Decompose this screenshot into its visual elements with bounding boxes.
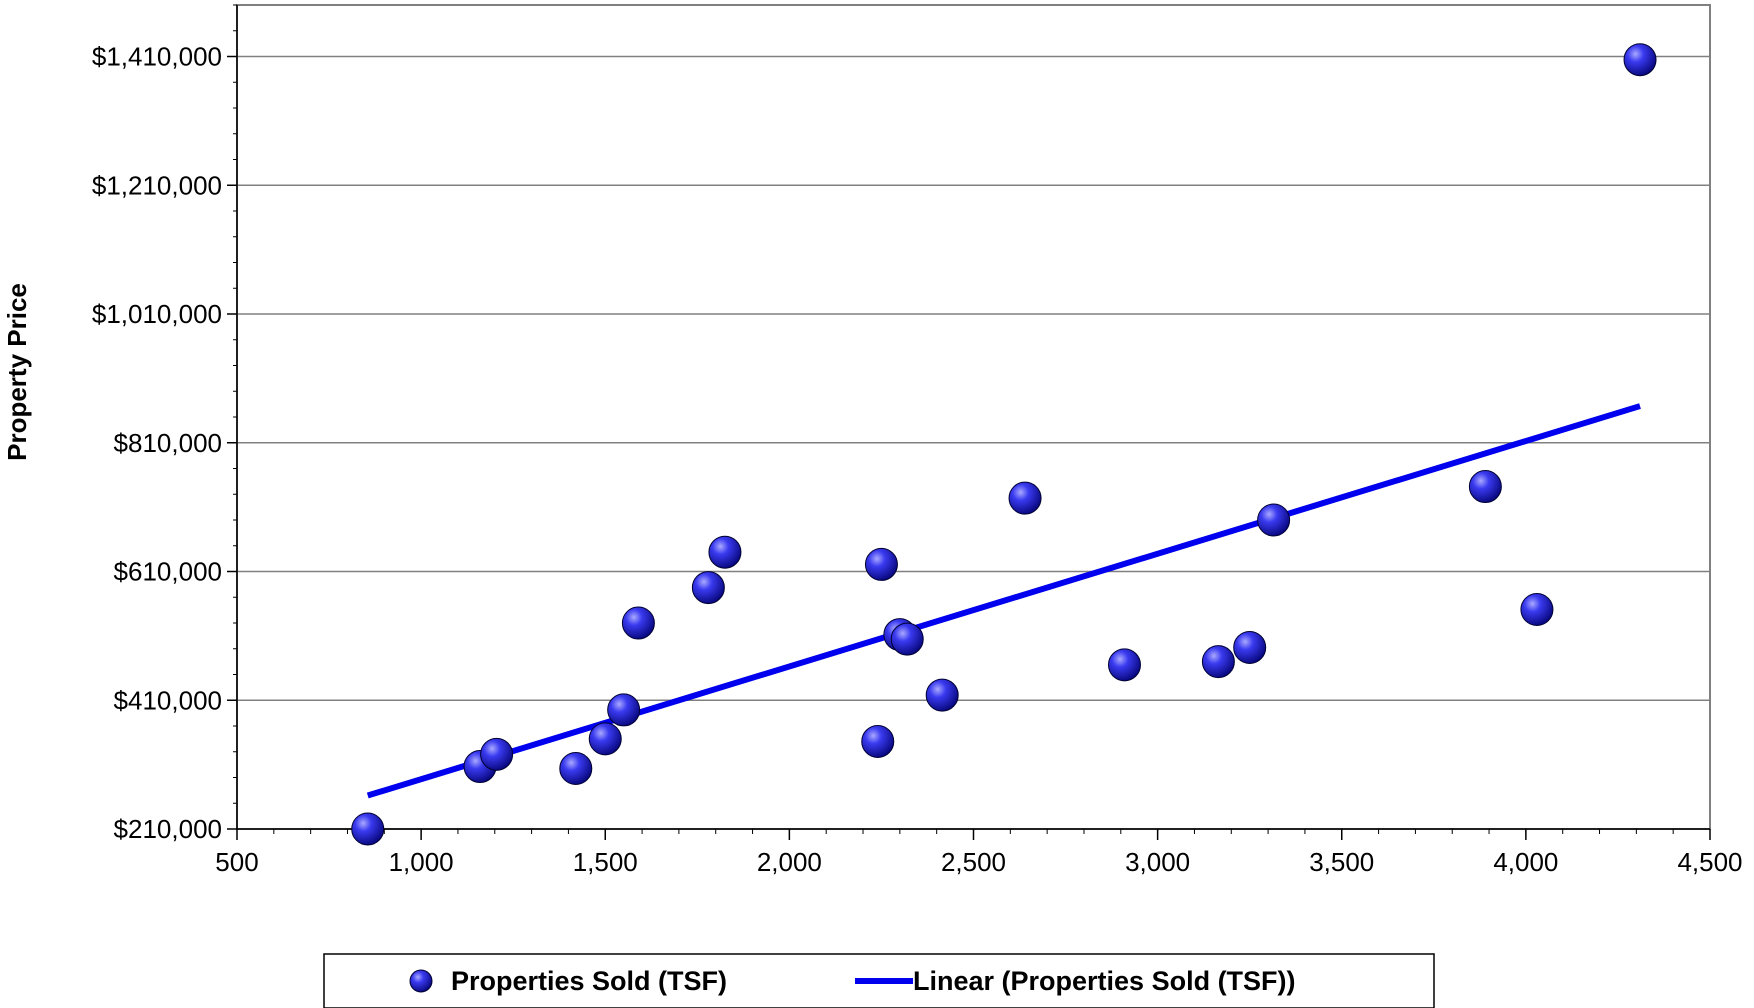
x-tick-label: 1,000: [389, 847, 454, 877]
data-point: [559, 751, 593, 785]
data-point: [1468, 470, 1502, 504]
plot-area: [236, 4, 1711, 830]
trendline: [366, 403, 1641, 799]
y-tick-label: $210,000: [114, 814, 222, 844]
x-axis: 500 1,000 1,500 2,000 2,500 3,000 3,500 4,000 4,…: [215, 828, 1743, 877]
data-point: [480, 737, 514, 771]
data-point: [708, 535, 742, 569]
data-point: [1233, 630, 1267, 664]
data-point: [1201, 645, 1235, 679]
x-tick-label: 500: [215, 847, 258, 877]
data-point: [1257, 503, 1291, 537]
data-point: [607, 693, 641, 727]
x-tick-label: 3,000: [1125, 847, 1190, 877]
legend-marker-scatter: [409, 969, 433, 993]
legend: Properties Sold (TSF) Linear (Properties…: [323, 953, 1435, 1008]
y-tick-label: $610,000: [114, 557, 222, 587]
data-point: [1623, 43, 1657, 77]
y-tick-label: $1,410,000: [92, 42, 222, 72]
y-axis-title: Property Price: [2, 283, 32, 461]
y-tick-label: $1,210,000: [92, 170, 222, 200]
data-point: [691, 571, 725, 605]
data-point: [861, 724, 895, 758]
y-tick-label: $810,000: [114, 428, 222, 458]
legend-label-scatter: Properties Sold (TSF): [451, 966, 727, 996]
y-tick-label: $1,010,000: [92, 299, 222, 329]
data-point: [925, 678, 959, 712]
x-tick-label: 1,500: [573, 847, 638, 877]
x-tick-label: 3,500: [1309, 847, 1374, 877]
x-tick-label: 2,500: [941, 847, 1006, 877]
y-axis: $210,000 $410,000 $610,000 $810,000 $1,010,0…: [92, 4, 238, 844]
data-point: [890, 622, 924, 656]
data-point: [1008, 481, 1042, 515]
data-point: [864, 547, 898, 581]
gridlines: [237, 55, 1710, 701]
points-layer: [351, 43, 1657, 846]
trendline-layer: [366, 403, 1641, 799]
y-tick-label: $410,000: [114, 685, 222, 715]
data-point: [1107, 648, 1141, 682]
x-tick-label: 2,000: [757, 847, 822, 877]
data-point: [588, 722, 622, 756]
data-point: [1520, 592, 1554, 626]
data-point: [351, 812, 385, 846]
x-tick-label: 4,000: [1493, 847, 1558, 877]
x-tick-label: 4,500: [1677, 847, 1742, 877]
legend-label-trendline: Linear (Properties Sold (TSF)): [913, 966, 1296, 996]
data-point: [621, 606, 655, 640]
